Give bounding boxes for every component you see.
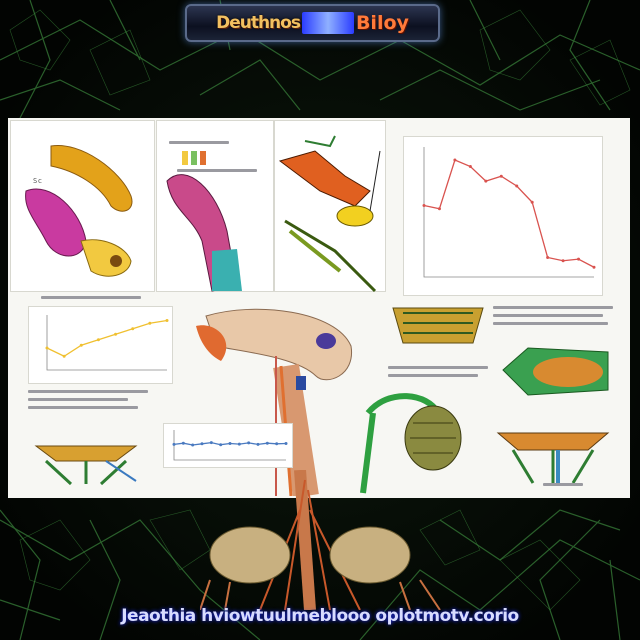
leaf-structure-illustration — [392, 307, 484, 344]
caption-text-line — [493, 306, 613, 309]
caption-text-line — [388, 374, 478, 377]
caption-text-line — [169, 141, 229, 144]
flower-panel-center — [156, 120, 274, 292]
data-point — [275, 442, 279, 446]
banner-right-text: Biloy — [355, 12, 409, 34]
data-point — [219, 443, 223, 447]
flower-bud-illustration — [360, 393, 462, 494]
caption-text-line — [543, 483, 583, 486]
caption-text-line — [388, 366, 488, 369]
flower-cross-section-left — [34, 445, 138, 486]
caption-text-line — [28, 390, 148, 393]
data-point — [96, 338, 100, 342]
insect-panel — [274, 120, 386, 293]
data-point — [437, 207, 441, 211]
data-point — [148, 321, 152, 325]
illustration-sheet: Sc — [8, 118, 630, 498]
data-point — [484, 179, 488, 183]
seed-pod-illustration — [502, 347, 609, 396]
chart-axis — [173, 430, 286, 461]
data-point — [256, 442, 260, 446]
caption-text-line — [493, 314, 603, 317]
chart-axis — [423, 147, 594, 278]
data-point — [530, 200, 534, 204]
data-point — [131, 327, 135, 331]
specimen-panel-left: Sc — [10, 120, 155, 299]
data-point — [79, 343, 83, 347]
data-point — [499, 174, 503, 178]
growth-line-chart — [45, 315, 169, 371]
flat-line-chart — [172, 430, 288, 461]
caption-text-line — [177, 169, 257, 172]
data-point — [561, 259, 565, 263]
footer-caption: Jeaothia hviowtuulmeblooo oplotmotv.cori… — [121, 606, 519, 626]
insect-illustration — [278, 135, 381, 293]
chart-axis — [46, 315, 167, 371]
banner-left-text: Deuthnos — [216, 13, 301, 33]
data-point — [247, 441, 251, 445]
flower-parts-illustration — [25, 144, 133, 277]
data-point — [228, 442, 232, 445]
data-point — [265, 441, 269, 445]
series-line — [423, 159, 595, 268]
data-point — [165, 319, 169, 322]
caption-text-line — [28, 406, 138, 409]
data-point — [592, 265, 596, 269]
flower-cross-section-right — [496, 432, 610, 484]
flower-stem-illustration — [166, 151, 242, 292]
data-point — [45, 346, 49, 350]
nerve-root-illustration — [200, 470, 441, 610]
data-point — [422, 204, 426, 207]
data-point — [62, 354, 66, 358]
title-banner: Deuthnos Biloy — [185, 4, 440, 42]
data-point — [453, 158, 457, 162]
data-point — [577, 257, 581, 261]
caption-text-line — [41, 296, 141, 299]
data-point — [114, 332, 118, 336]
data-point — [546, 256, 550, 259]
series-line — [46, 319, 168, 357]
data-point — [515, 184, 519, 188]
growth-line-chart-panel — [28, 306, 173, 384]
flat-line-chart-panel — [163, 423, 293, 468]
data-point — [200, 442, 204, 446]
data-point — [209, 441, 213, 445]
decline-line-chart — [422, 147, 596, 278]
data-point — [284, 442, 288, 445]
digestive-anatomy-illustration — [196, 308, 352, 498]
banner-blue-bar — [301, 12, 354, 34]
data-point — [237, 442, 241, 446]
anatomy-panel — [176, 306, 386, 498]
decline-line-chart-panel — [403, 136, 603, 296]
data-point — [172, 442, 176, 446]
caption-text-line — [493, 322, 608, 325]
data-point — [191, 443, 195, 447]
data-point — [468, 165, 472, 168]
data-point — [181, 441, 185, 445]
specimen-caption: Sc — [33, 177, 43, 185]
caption-text-line — [28, 398, 128, 401]
